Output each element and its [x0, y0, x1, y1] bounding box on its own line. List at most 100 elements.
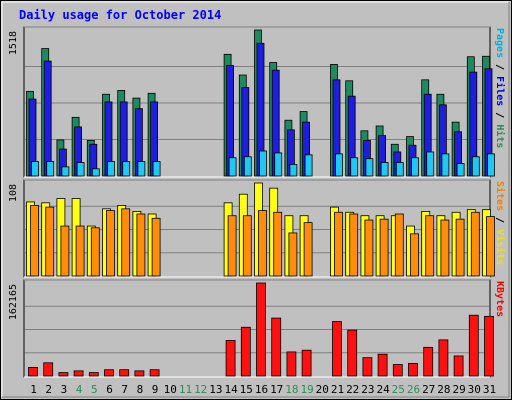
bar-kbytes-day-21: [332, 321, 342, 377]
bar-pages-day-28: [441, 153, 450, 177]
x-tick-label: 20: [316, 383, 329, 396]
y-max-label: 1518: [8, 31, 19, 55]
bar-sites-day-8: [136, 213, 146, 277]
bar-sites-day-17: [273, 211, 283, 277]
panel-kbytes: 162165 KBytes: [8, 279, 505, 378]
bar-pages-day-31: [487, 153, 495, 177]
x-tick-label: 14: [224, 383, 238, 396]
bar-kbytes-day-17: [271, 317, 282, 377]
side-legend-item: /: [494, 106, 505, 124]
panel-sites-visits: 108 Sites / Visits: [8, 179, 506, 278]
bar-pages-day-14: [228, 157, 237, 177]
y-max-label: 162165: [8, 284, 19, 320]
x-tick-label: 29: [452, 383, 465, 396]
bar-kbytes-day-23: [362, 357, 373, 377]
x-tick-label: 17: [270, 383, 283, 396]
bar-kbytes-day-6: [104, 369, 114, 377]
side-legend-item: Files: [494, 76, 506, 106]
x-tick-label: 1: [30, 383, 37, 396]
bar-pages-day-5: [91, 168, 100, 177]
bar-kbytes-day-26: [408, 362, 418, 377]
bar-pages-day-30: [471, 156, 480, 177]
bar-kbytes-day-31: [484, 315, 494, 377]
bar-pages-day-29: [456, 163, 465, 177]
bar-pages-day-23: [365, 158, 374, 177]
x-tick-label: 19: [300, 383, 313, 396]
bar-kbytes-day-15: [240, 326, 251, 377]
bar-sites-day-4: [75, 225, 85, 277]
x-tick-label: 27: [422, 383, 435, 396]
bar-sites-day-27: [425, 215, 435, 277]
x-tick-label: 5: [91, 383, 98, 396]
bar-pages-day-15: [243, 156, 252, 177]
bar-kbytes-day-1: [28, 366, 38, 377]
x-tick-label: 23: [361, 383, 374, 396]
x-tick-label: 26: [407, 383, 420, 396]
x-tick-label: 25: [392, 383, 405, 396]
bar-pages-day-24: [380, 162, 389, 177]
x-tick-label: 8: [137, 383, 144, 396]
bar-sites-day-9: [151, 217, 161, 277]
side-legend: Sites / Visits: [494, 181, 506, 265]
bar-sites-day-18: [288, 232, 298, 277]
bar-kbytes-day-19: [301, 349, 312, 377]
bar-pages-day-25: [395, 162, 404, 177]
bar-pages-day-6: [107, 161, 115, 177]
bar-sites-day-16: [258, 210, 267, 277]
x-tick-label: 6: [106, 383, 113, 396]
bar-pages-day-9: [152, 161, 161, 177]
x-tick-label: 7: [121, 383, 128, 396]
bar-pages-day-7: [122, 161, 131, 177]
bar-sites-day-1: [30, 204, 39, 277]
bar-pages-day-21: [335, 153, 343, 177]
bar-sites-day-28: [440, 219, 450, 277]
side-legend-item: /: [494, 211, 505, 229]
x-tick-label: 15: [240, 383, 253, 396]
bar-pages-day-4: [76, 162, 85, 177]
bar-kbytes-day-18: [286, 351, 297, 377]
bar-kbytes-day-5: [88, 372, 99, 377]
bar-sites-day-3: [60, 225, 70, 277]
bar-sites-day-6: [106, 210, 115, 277]
bar-kbytes-day-30: [468, 314, 479, 377]
x-tick-label: 28: [437, 383, 450, 396]
bar-kbytes-day-28: [438, 339, 449, 377]
bar-sites-day-7: [121, 208, 131, 277]
bar-pages-day-18: [289, 164, 298, 177]
bar-sites-day-19: [303, 222, 313, 277]
x-axis-labels: 1 2 3 4 5 6 7 8 9 10 11 12 13 14 15 16 17 18 19 20 21 22 23 24 2…: [30, 383, 496, 396]
side-legend-item: Hits: [494, 124, 506, 148]
x-tick-label: 30: [468, 383, 481, 396]
x-tick-label: 22: [346, 383, 359, 396]
bar-pages-day-17: [274, 152, 283, 177]
bar-pages-day-22: [350, 157, 359, 177]
bar-sites-day-22: [349, 213, 359, 277]
bar-kbytes-day-25: [392, 364, 403, 377]
x-tick-label: 11: [179, 383, 192, 396]
bar-kbytes-day-14: [225, 340, 236, 377]
side-legend-item: KBytes: [494, 281, 505, 317]
bar-sites-day-14: [227, 215, 237, 277]
x-tick-label: 24: [376, 383, 390, 396]
x-tick-label: 12: [194, 383, 207, 396]
bar-files-day-2: [43, 60, 52, 177]
x-tick-label: 9: [152, 383, 159, 396]
y-max-label: 108: [8, 184, 19, 202]
bar-sites-day-31: [486, 216, 495, 277]
x-tick-label: 31: [483, 383, 496, 396]
bar-pages-day-2: [46, 161, 55, 177]
x-tick-label: 13: [209, 383, 222, 396]
bar-sites-day-15: [242, 215, 252, 277]
x-tick-label: 2: [45, 383, 52, 396]
side-legend-item: /: [494, 58, 505, 76]
bar-kbytes-day-7: [119, 369, 130, 377]
bar-kbytes-day-16: [256, 282, 266, 377]
side-legend: KBytes: [494, 281, 505, 317]
bar-sites-day-21: [334, 211, 343, 277]
side-legend-item: Pages: [494, 28, 505, 58]
bar-kbytes-day-22: [347, 329, 358, 377]
bar-kbytes-day-27: [423, 346, 434, 377]
